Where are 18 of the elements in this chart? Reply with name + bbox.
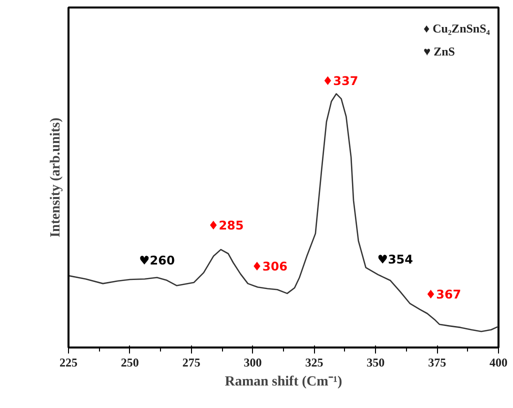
text: ♥ ZnS bbox=[424, 44, 456, 58]
x-tick-label: 325 bbox=[305, 356, 324, 370]
x-tick-label: 250 bbox=[120, 356, 139, 370]
x-tick-label: 375 bbox=[428, 356, 446, 370]
x-tick-label: 300 bbox=[244, 356, 262, 370]
y-axis-title: Intensity (arb.units) bbox=[48, 117, 64, 238]
text: ♦ Cu₂ZnSnS₄ bbox=[424, 22, 490, 36]
annotation: ♥260 bbox=[139, 253, 175, 268]
annotation: ♥354 bbox=[377, 252, 414, 267]
x-tick-label: 275 bbox=[182, 356, 200, 370]
annotation: ♦285 bbox=[208, 218, 244, 233]
annotation: ♦367 bbox=[425, 288, 462, 302]
annotation: ♦306 bbox=[252, 260, 288, 274]
x-tick-label: 350 bbox=[366, 356, 385, 370]
x-axis-title: Raman shift (Cm⁻¹) bbox=[224, 374, 342, 390]
x-tick-label: 400 bbox=[490, 356, 508, 370]
x-tick-label: 225 bbox=[60, 356, 78, 370]
annotation: ♦337 bbox=[322, 74, 358, 88]
